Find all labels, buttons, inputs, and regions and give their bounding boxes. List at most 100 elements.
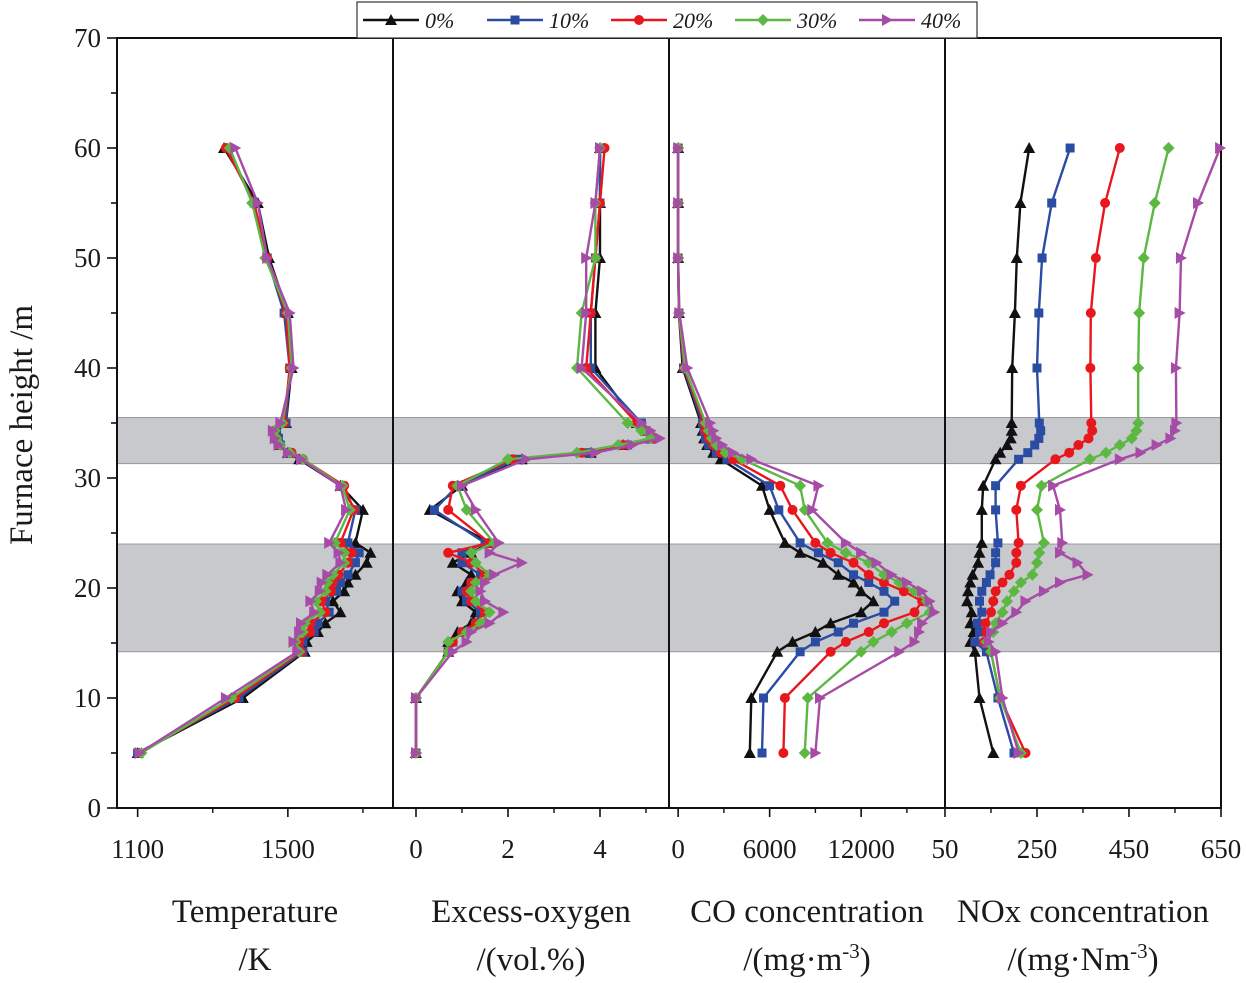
data-point — [929, 606, 941, 619]
x-tick-label: 1500 — [261, 834, 315, 864]
data-point — [1037, 253, 1047, 263]
data-point — [901, 576, 913, 589]
data-point — [867, 635, 880, 648]
data-point — [465, 546, 478, 559]
legend-label: 20% — [673, 8, 713, 33]
data-point — [759, 693, 769, 703]
data-point — [1013, 537, 1024, 548]
data-point — [1170, 362, 1182, 374]
data-point — [341, 576, 354, 588]
data-point — [502, 453, 514, 466]
data-point — [484, 546, 496, 559]
data-point — [1135, 446, 1147, 459]
data-point — [262, 252, 274, 264]
data-point — [1038, 585, 1050, 598]
legend-marker — [385, 14, 397, 25]
data-point — [360, 556, 373, 568]
data-point — [1113, 439, 1126, 451]
data-point — [284, 307, 296, 319]
data-point — [314, 585, 326, 598]
data-point — [807, 503, 819, 516]
data-point — [914, 626, 926, 638]
panel-excess-oxygen: 0 2 4 Excess-oxygen /(vol.%) — [409, 142, 666, 978]
data-point — [469, 595, 482, 608]
data-point — [1215, 142, 1227, 154]
data-point — [848, 557, 859, 568]
data-point — [867, 595, 880, 607]
data-point — [993, 538, 1003, 548]
data-point — [654, 432, 666, 445]
data-point — [965, 606, 978, 618]
data-point — [1001, 439, 1014, 450]
data-point — [824, 617, 837, 629]
x-tick-label: 650 — [1201, 834, 1242, 864]
data-point — [288, 635, 300, 648]
data-point — [457, 479, 468, 492]
x-axis-units: /K — [239, 942, 272, 978]
legend-item: 30% — [735, 8, 837, 33]
data-point — [335, 578, 345, 587]
data-point — [985, 570, 995, 580]
legend-item: 20% — [611, 8, 713, 33]
data-point — [682, 362, 694, 374]
data-point — [991, 548, 1001, 558]
data-point — [1031, 503, 1043, 516]
data-point — [746, 453, 758, 466]
data-point — [1011, 557, 1022, 568]
x-tick-label: 450 — [1109, 834, 1150, 864]
x-tick-label: 12000 — [827, 834, 895, 864]
data-point — [917, 617, 929, 630]
data-point — [1057, 536, 1069, 549]
data-point — [997, 617, 1009, 630]
data-point — [364, 546, 377, 558]
data-point — [810, 747, 822, 759]
data-point — [1008, 307, 1021, 318]
data-point — [581, 252, 593, 264]
data-point — [590, 197, 602, 209]
data-point — [973, 692, 986, 703]
data-point — [813, 479, 825, 492]
legend-marker — [510, 15, 520, 25]
data-point — [909, 607, 920, 618]
data-point — [972, 556, 985, 568]
data-point — [1085, 363, 1096, 373]
legend-item: 0% — [363, 8, 454, 33]
data-point — [1014, 454, 1024, 464]
data-point — [246, 197, 259, 209]
data-point — [833, 558, 843, 568]
data-point — [1137, 252, 1150, 264]
data-point — [757, 748, 767, 758]
data-point — [990, 586, 1001, 597]
data-point — [890, 596, 900, 606]
data-point — [460, 503, 473, 516]
data-point — [483, 606, 496, 619]
data-point — [972, 618, 982, 628]
data-point — [1073, 440, 1084, 450]
legend-label: 30% — [796, 8, 837, 33]
data-point — [354, 548, 364, 558]
data-point — [849, 570, 859, 580]
data-point — [879, 607, 889, 617]
data-point — [795, 538, 805, 548]
data-point — [341, 503, 353, 516]
data-point — [1132, 362, 1145, 374]
x-tick-label: 50 — [932, 834, 959, 864]
data-point — [763, 503, 776, 515]
data-point — [832, 568, 845, 580]
data-point — [975, 536, 988, 548]
legend-marker — [634, 15, 644, 25]
data-point — [343, 570, 353, 580]
data-point — [968, 645, 981, 657]
data-point — [333, 546, 345, 559]
legend: 0% 10% 20% 30% 40% — [356, 1, 978, 39]
data-point — [774, 505, 784, 515]
data-point — [590, 446, 602, 459]
data-point — [1020, 595, 1032, 608]
data-point — [987, 747, 1000, 758]
panels: 1100 1500 Temperature/K 0 2 4 Excess-oxygen /(v… — [111, 142, 1241, 978]
data-point — [1010, 252, 1023, 263]
x-tick-label: 1100 — [111, 834, 164, 864]
data-point — [809, 626, 822, 637]
data-point — [305, 595, 317, 608]
data-point — [489, 568, 501, 581]
